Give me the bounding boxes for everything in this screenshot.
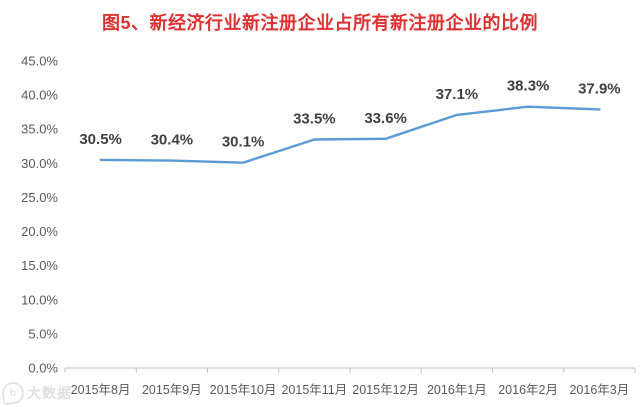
x-tick-label: 2015年9月 (142, 383, 202, 397)
x-tick-label: 2015年8月 (71, 383, 131, 397)
data-label: 30.1% (222, 134, 265, 151)
chart-title: 图5、新经济行业新注册企业占所有新注册企业的比例 (101, 13, 538, 33)
data-label: 33.5% (293, 110, 336, 127)
data-label: 38.3% (507, 78, 550, 95)
y-tick-label: 0.0% (28, 361, 58, 376)
data-label: 37.9% (578, 80, 621, 97)
y-tick-label: 45.0% (21, 54, 58, 69)
x-tick-label: 2015年11月 (281, 383, 347, 397)
line-series (99, 105, 601, 164)
y-tick-label: 35.0% (21, 122, 58, 137)
y-tick-label: 15.0% (21, 258, 58, 273)
data-label: 37.1% (436, 86, 479, 103)
x-tick-label: 2016年3月 (569, 383, 629, 397)
x-tick-label: 2015年10月 (210, 383, 277, 397)
data-label: 30.4% (151, 132, 194, 149)
y-tick-label: 20.0% (21, 224, 58, 239)
y-tick-label: 30.0% (21, 156, 58, 171)
data-label: 30.5% (79, 131, 122, 148)
x-tick-label: 2016年1月 (427, 383, 487, 397)
x-tick-label: 2016年2月 (498, 383, 558, 397)
y-tick-label: 40.0% (21, 88, 58, 103)
data-label: 33.6% (364, 110, 407, 127)
y-tick-label: 5.0% (28, 326, 58, 341)
x-tick-label: 2015年12月 (352, 383, 419, 397)
y-tick-label: 10.0% (21, 292, 58, 307)
y-tick-label: 25.0% (21, 190, 58, 205)
